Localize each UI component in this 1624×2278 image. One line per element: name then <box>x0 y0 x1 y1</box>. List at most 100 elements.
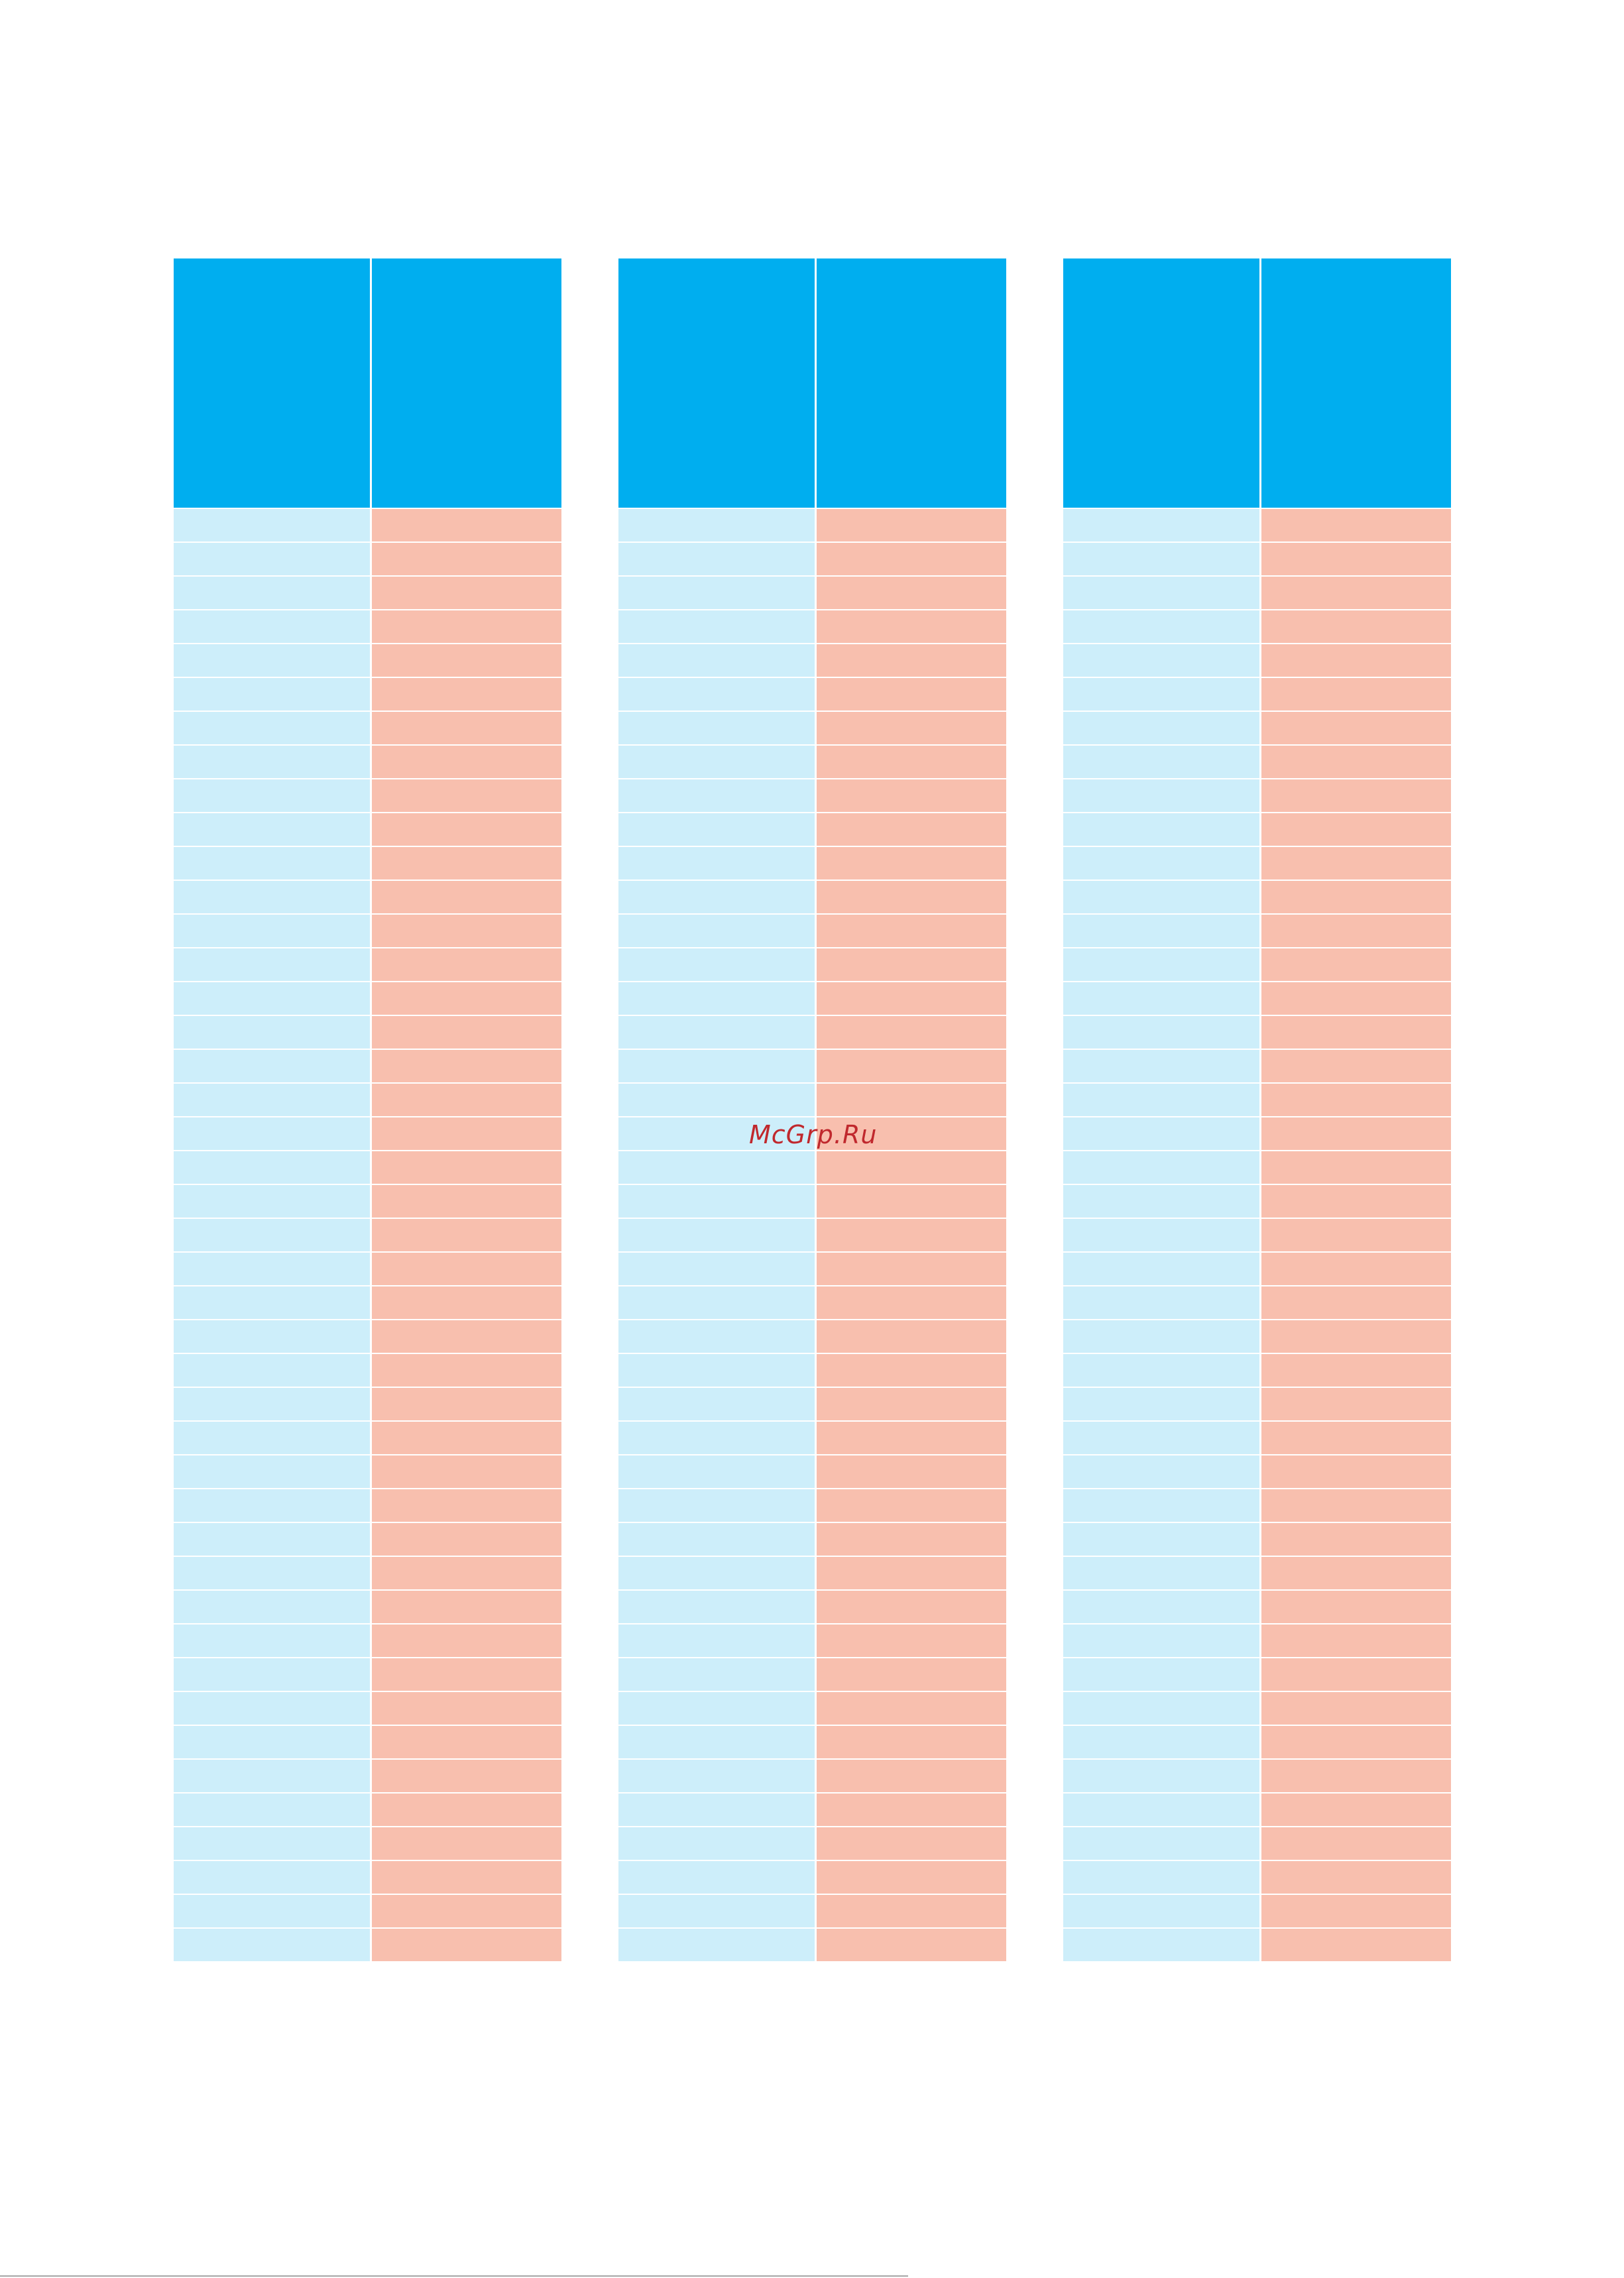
table-cell-code <box>1063 1760 1259 1792</box>
table-cell-value <box>372 543 561 575</box>
table-cell-value <box>817 1084 1006 1116</box>
table-cell-value <box>817 712 1006 744</box>
table-cell-value <box>1261 1455 1451 1488</box>
table-cell-value <box>372 1658 561 1691</box>
table-cell-code <box>174 1523 370 1556</box>
table-cell-code <box>174 982 370 1015</box>
table-cell-code <box>174 779 370 812</box>
table-cell-code <box>1063 712 1259 744</box>
table-cell-code <box>618 881 815 913</box>
table-cell-code <box>174 1117 370 1150</box>
table-cell-value <box>1261 982 1451 1015</box>
table-cell-value <box>817 847 1006 880</box>
table-cell-value <box>817 1117 1006 1150</box>
table-cell-value <box>372 1050 561 1082</box>
table-cell-code <box>174 1455 370 1488</box>
table-cell-value <box>372 1388 561 1420</box>
table-cell-code <box>174 1895 370 1927</box>
table-cell-value <box>1261 1117 1451 1150</box>
table-cell-value <box>1261 1658 1451 1691</box>
table-cell-value <box>1261 1827 1451 1860</box>
table-cell-code <box>618 543 815 575</box>
table-cell-code <box>1063 948 1259 981</box>
table-cell-code <box>174 1388 370 1420</box>
table-cell-value <box>817 1286 1006 1319</box>
table-cell-value <box>817 1151 1006 1184</box>
table-cell-value <box>817 577 1006 609</box>
table-cell-code <box>1063 1658 1259 1691</box>
table-cell-value <box>1261 543 1451 575</box>
table-cell-value <box>1261 610 1451 643</box>
table-cell-code <box>1063 509 1259 541</box>
header-cell-value <box>817 258 1006 508</box>
table-cell-code <box>1063 543 1259 575</box>
table-cell-value <box>1261 1219 1451 1251</box>
table-cell-code <box>618 1692 815 1725</box>
table-cell-value <box>1261 1354 1451 1387</box>
table-cell-value <box>372 1523 561 1556</box>
table-cell-code <box>174 1489 370 1522</box>
table-cell-code <box>618 813 815 846</box>
table-cell-code <box>618 1489 815 1522</box>
table-cell-value <box>1261 1929 1451 1961</box>
table-cell-code <box>174 1794 370 1826</box>
table-cell-value <box>372 1692 561 1725</box>
table-cell-code <box>618 1253 815 1285</box>
table-cell-value <box>1261 746 1451 778</box>
table-cell-value <box>1261 1050 1451 1082</box>
table-cell-code <box>618 712 815 744</box>
table-cell-value <box>1261 1895 1451 1927</box>
table-cell-code <box>1063 1692 1259 1725</box>
table-cell-value <box>817 1016 1006 1049</box>
table-cell-code <box>1063 813 1259 846</box>
table-cell-code <box>174 1219 370 1251</box>
table-cell-value <box>372 1455 561 1488</box>
table-cell-value <box>817 1760 1006 1792</box>
table-cell-code <box>174 543 370 575</box>
table-cell-code <box>618 746 815 778</box>
table-cell-value <box>372 712 561 744</box>
header-cell-value <box>1261 258 1451 508</box>
table-cell-code <box>1063 644 1259 677</box>
table-cell-code <box>1063 1455 1259 1488</box>
table-cell-code <box>618 1084 815 1116</box>
table-cell-value <box>817 1692 1006 1725</box>
table-cell-code <box>618 1286 815 1319</box>
table-cell-value <box>372 1016 561 1049</box>
table-cell-code <box>174 644 370 677</box>
table-cell-code <box>1063 1624 1259 1657</box>
table-cell-code <box>618 915 815 947</box>
table-cell-value <box>817 644 1006 677</box>
table-cell-value <box>1261 1016 1451 1049</box>
table-cell-value <box>817 881 1006 913</box>
table-cell-value <box>372 813 561 846</box>
table-cell-value <box>372 644 561 677</box>
table-cell-code <box>174 1084 370 1116</box>
table-cell-code <box>618 982 815 1015</box>
table-cell-code <box>174 1760 370 1792</box>
table-cell-value <box>1261 1591 1451 1623</box>
table-cell-code <box>618 1827 815 1860</box>
table-cell-value <box>817 1591 1006 1623</box>
table-cell-value <box>817 1219 1006 1251</box>
table-cell-code <box>618 1320 815 1353</box>
table-cell-value <box>1261 1388 1451 1420</box>
table-cell-value <box>1261 1726 1451 1758</box>
table-cell-code <box>174 1827 370 1860</box>
table-cell-code <box>1063 1422 1259 1454</box>
table-cell-code <box>618 1050 815 1082</box>
header-cell-value <box>372 258 561 508</box>
table-cell-value <box>372 577 561 609</box>
table-cell-value <box>1261 1185 1451 1218</box>
table-cell-code <box>174 1016 370 1049</box>
table-cell-code <box>1063 746 1259 778</box>
table-cell-code <box>1063 1185 1259 1218</box>
table-cell-code <box>174 1185 370 1218</box>
table-cell-code <box>174 1286 370 1319</box>
table-cell-value <box>1261 1489 1451 1522</box>
table-cell-code <box>174 1557 370 1589</box>
table-cell-code <box>174 577 370 609</box>
table-cell-code <box>618 1760 815 1792</box>
table-cell-value <box>372 1084 561 1116</box>
table-cell-code <box>174 915 370 947</box>
